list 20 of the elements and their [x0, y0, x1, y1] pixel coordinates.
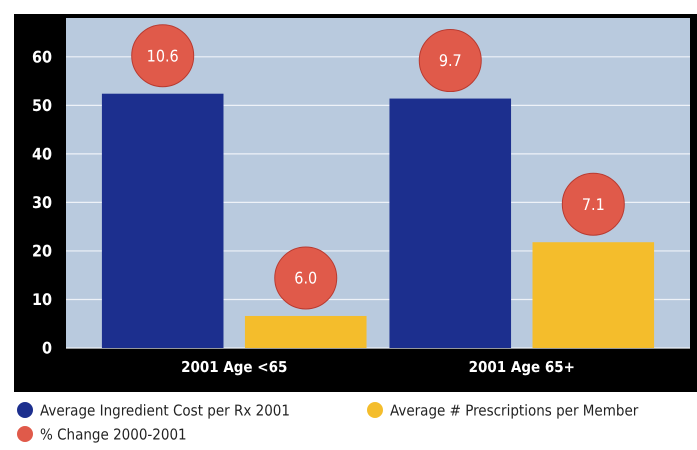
annotation: 7.1: [582, 194, 605, 214]
y-tick-label: 40: [32, 144, 52, 164]
annotation: 6.0: [294, 268, 318, 288]
text: % Change 2000-2001: [40, 425, 187, 444]
y-tick-label: 30: [32, 193, 52, 212]
bar: [244, 316, 367, 348]
y-tick-label: 10: [32, 290, 52, 310]
y-tick-label: 60: [32, 47, 52, 66]
x-tick-label: 2001 Age 65+: [468, 358, 575, 376]
annotation: 10.6: [146, 46, 179, 66]
bar: [532, 242, 654, 348]
legend-label: Average Ingredient Cost per Rx 2001: [40, 401, 290, 420]
bar: [389, 98, 512, 348]
legend-label: Average # Prescriptions per Member: [390, 401, 639, 420]
bar: [102, 94, 224, 348]
y-tick-label: 50: [32, 96, 52, 115]
y-tick-label: 0: [42, 338, 52, 358]
x-tick-label: 2001 Age <65: [181, 358, 288, 376]
y-tick-label: 20: [32, 242, 52, 261]
annotation: 9.7: [438, 51, 462, 70]
